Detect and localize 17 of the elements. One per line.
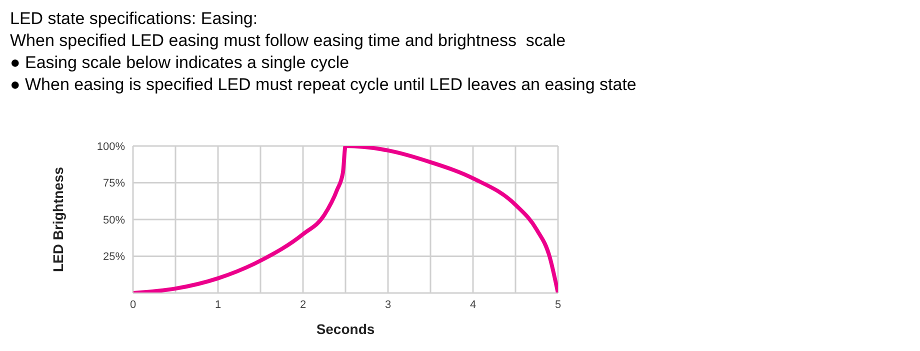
text: ● When easing is specified LED must repeat cycle until LED leaves an easing state [10,74,638,96]
y-tick-label: 25% [102,251,126,264]
line-series [133,146,558,293]
x-axis-title: Seconds [316,321,375,337]
x-tick-label: 0 [130,299,136,311]
x-tick-label: 2 [300,299,306,311]
y-axis-title: LED Brightness [50,166,66,272]
chart-subtitle: When specified LED easing must follow easing time and brightness scale [10,30,567,52]
y-tick-label: 50% [102,214,126,226]
y-tick-label: 100% [96,140,126,153]
y-tick-label: 75% [102,178,126,190]
x-tick-label: 1 [214,299,222,311]
chart-title: LED state specifications: Easing: [10,8,259,30]
x-tick-label: 3 [384,299,392,311]
x-tick-label: 4 [470,299,476,311]
text: ● Easing scale below indicates a single cycle [10,52,350,74]
x-tick-label: 5 [554,299,562,311]
